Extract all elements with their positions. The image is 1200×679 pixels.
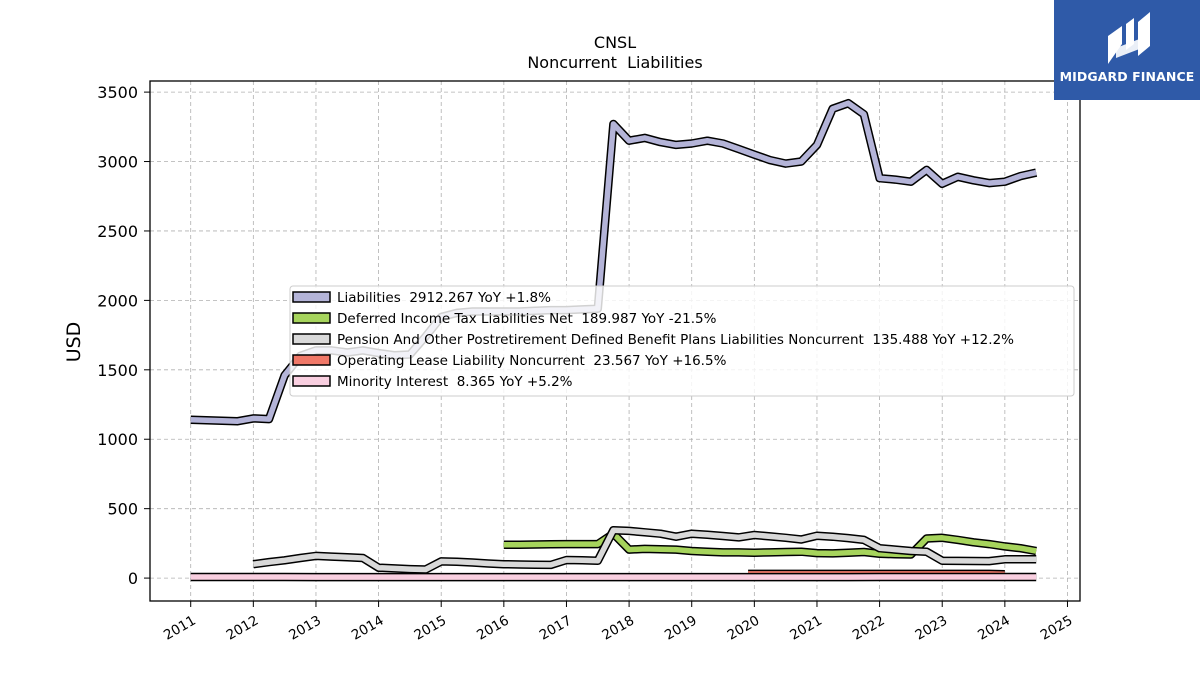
legend: Liabilities 2912.267 YoY +1.8% Deferred I…	[290, 286, 1074, 396]
x-tick-label: 2025	[1038, 613, 1076, 644]
legend-swatch-2	[293, 334, 330, 344]
legend-swatch-4	[293, 376, 330, 386]
x-tick-label: 2015	[411, 613, 449, 644]
x-tick-label: 2018	[599, 613, 637, 644]
x-tick-label: 2017	[537, 613, 575, 644]
x-tick-label: 2011	[161, 613, 199, 644]
x-tick-label: 2016	[474, 613, 512, 644]
x-tick-label: 2013	[286, 613, 324, 644]
y-axis-label: USD	[63, 322, 85, 363]
chart-subtitle: Noncurrent Liabilities	[527, 53, 702, 72]
x-tick-label: 2021	[787, 613, 825, 644]
legend-label-3: Operating Lease Liability Noncurrent 23.…	[337, 353, 727, 369]
brand-name: MIDGARD FINANCE	[1054, 69, 1200, 84]
legend-swatch-1	[293, 313, 330, 323]
x-tick-label: 2022	[850, 613, 888, 644]
chart-title: CNSL	[594, 33, 636, 52]
brand-mark-icon	[1054, 0, 1200, 72]
x-axis: 2011 2012 2013 2014 2015 2016 2017 2018 2019 2020…	[161, 601, 1076, 644]
y-tick-label: 2500	[97, 222, 138, 241]
legend-swatch-3	[293, 355, 330, 365]
x-tick-label: 2024	[975, 613, 1013, 644]
y-tick-label: 0	[128, 569, 138, 588]
y-tick-label: 2000	[97, 291, 138, 310]
legend-label-2: Pension And Other Postretirement Defined…	[337, 332, 1014, 348]
x-tick-label: 2012	[224, 613, 262, 644]
legend-swatch-0	[293, 292, 330, 302]
x-tick-label: 2020	[725, 613, 763, 644]
y-tick-label: 1000	[97, 430, 138, 449]
brand-logo: MIDGARD FINANCE	[1054, 0, 1200, 100]
legend-label-0: Liabilities 2912.267 YoY +1.8%	[337, 290, 551, 306]
y-tick-label: 1500	[97, 361, 138, 380]
x-tick-label: 2014	[349, 613, 387, 644]
y-axis: 0 500 1000 1500 2000 2500 3000 3500	[97, 83, 150, 588]
legend-label-1: Deferred Income Tax Liabilities Net 189.…	[337, 311, 717, 327]
x-tick-label: 2023	[912, 613, 950, 644]
y-tick-label: 3000	[97, 153, 138, 172]
y-tick-label: 3500	[97, 83, 138, 102]
y-tick-label: 500	[107, 500, 138, 519]
x-tick-label: 2019	[662, 613, 700, 644]
legend-label-4: Minority Interest 8.365 YoY +5.2%	[337, 374, 573, 390]
